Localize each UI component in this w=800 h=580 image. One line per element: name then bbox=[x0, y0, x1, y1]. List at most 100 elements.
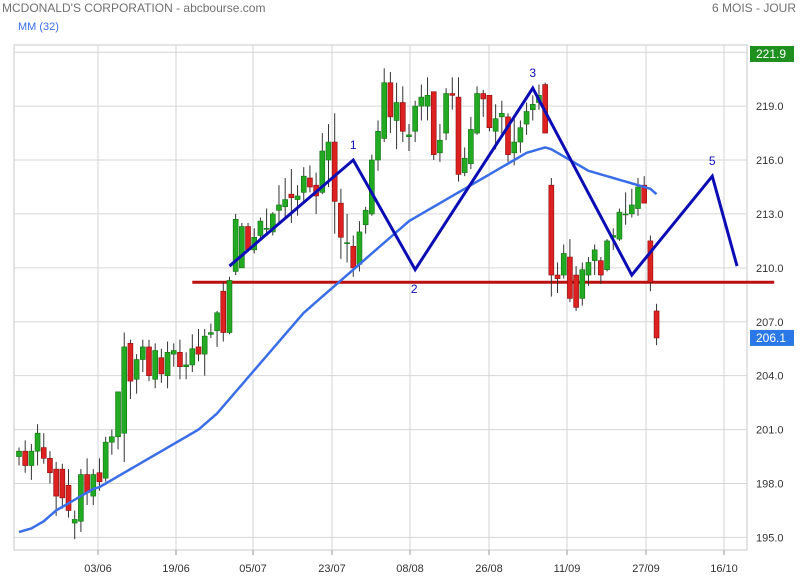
candle bbox=[177, 352, 183, 367]
candle bbox=[282, 199, 288, 208]
candle bbox=[133, 359, 140, 380]
candle bbox=[350, 245, 357, 269]
candle bbox=[121, 346, 128, 434]
candle bbox=[319, 150, 326, 193]
last-price-badge bbox=[750, 329, 794, 346]
candle bbox=[263, 228, 270, 230]
candle bbox=[412, 105, 418, 132]
x-tick-label: 16/10 bbox=[710, 563, 738, 575]
y-tick-label: 210.0 bbox=[756, 263, 784, 275]
candle bbox=[84, 474, 90, 493]
candle bbox=[338, 202, 344, 238]
candle bbox=[424, 95, 431, 107]
candle bbox=[393, 102, 400, 121]
x-tick-label: 23/07 bbox=[318, 563, 346, 575]
candle bbox=[511, 141, 518, 154]
candle bbox=[492, 118, 499, 132]
moving-average-legend: MM (32) bbox=[18, 21, 59, 33]
candle bbox=[573, 274, 579, 308]
candle bbox=[591, 249, 598, 261]
x-tick-label: 27/09 bbox=[632, 563, 660, 575]
candle bbox=[300, 175, 307, 193]
candle bbox=[635, 186, 641, 209]
candle bbox=[381, 82, 388, 139]
candle bbox=[164, 352, 171, 376]
candle bbox=[443, 93, 449, 134]
candle bbox=[220, 290, 227, 333]
y-tick-label: 204.0 bbox=[756, 371, 784, 383]
candle bbox=[399, 102, 406, 132]
x-tick-label: 11/09 bbox=[554, 563, 581, 575]
candle bbox=[47, 458, 53, 474]
candle bbox=[208, 332, 214, 335]
candle bbox=[449, 93, 456, 96]
max-price-label: 221.9 bbox=[756, 47, 786, 61]
candle bbox=[183, 364, 189, 367]
candle bbox=[239, 226, 245, 269]
candle bbox=[585, 262, 592, 276]
candle bbox=[480, 93, 487, 100]
candle bbox=[505, 116, 511, 155]
candle bbox=[28, 450, 35, 466]
x-tick-label: 03/06 bbox=[84, 563, 112, 575]
pattern-point-label: 5 bbox=[709, 154, 716, 168]
candle bbox=[437, 139, 443, 154]
candle bbox=[554, 274, 561, 279]
candle bbox=[288, 193, 295, 199]
x-tick-label: 08/08 bbox=[396, 563, 424, 575]
x-tick-label: 19/06 bbox=[162, 563, 190, 575]
y-tick-label: 207.0 bbox=[756, 317, 784, 329]
candle bbox=[387, 82, 394, 118]
candle bbox=[22, 450, 28, 466]
candle bbox=[102, 441, 109, 479]
candle bbox=[127, 343, 134, 382]
last-price-label: 206.1 bbox=[756, 331, 786, 345]
candle bbox=[579, 269, 586, 299]
candle bbox=[604, 240, 610, 270]
candle bbox=[647, 240, 654, 283]
candle bbox=[517, 127, 524, 143]
candle bbox=[65, 485, 72, 511]
candle bbox=[201, 335, 208, 355]
candle bbox=[115, 391, 121, 438]
candle bbox=[152, 350, 158, 380]
candle bbox=[59, 468, 66, 499]
candle bbox=[356, 231, 363, 265]
max-price-badge bbox=[750, 45, 794, 62]
candle bbox=[53, 468, 59, 497]
chart-title: MCDONALD'S CORPORATION - abcbourse.com bbox=[2, 1, 266, 15]
candle bbox=[529, 104, 536, 110]
candle bbox=[560, 253, 567, 276]
candle bbox=[455, 96, 462, 175]
period-label: 6 MOIS - JOUR bbox=[711, 1, 796, 15]
candle bbox=[325, 141, 332, 161]
candle bbox=[499, 112, 505, 118]
candle bbox=[406, 134, 412, 137]
candle bbox=[653, 310, 660, 339]
candle bbox=[622, 213, 629, 216]
y-tick-label: 201.0 bbox=[756, 425, 784, 437]
candle bbox=[232, 219, 239, 272]
candle bbox=[430, 91, 437, 155]
candle bbox=[276, 204, 282, 211]
candle bbox=[474, 93, 480, 134]
candle bbox=[307, 177, 313, 188]
candle bbox=[486, 95, 493, 128]
candle bbox=[629, 204, 635, 215]
candle bbox=[226, 280, 233, 333]
candle bbox=[245, 226, 251, 251]
candle bbox=[257, 220, 264, 236]
candle bbox=[641, 184, 647, 204]
y-tick-label: 198.0 bbox=[756, 479, 784, 491]
x-tick-label: 05/07 bbox=[239, 563, 267, 575]
candle bbox=[344, 242, 350, 244]
y-tick-label: 195.0 bbox=[756, 532, 784, 544]
y-tick-label: 216.0 bbox=[756, 155, 784, 167]
candle bbox=[170, 350, 177, 355]
candles bbox=[16, 68, 660, 540]
candle bbox=[567, 256, 573, 299]
candle bbox=[40, 447, 47, 459]
candle bbox=[616, 211, 623, 240]
pattern-point-label: 3 bbox=[529, 66, 536, 80]
